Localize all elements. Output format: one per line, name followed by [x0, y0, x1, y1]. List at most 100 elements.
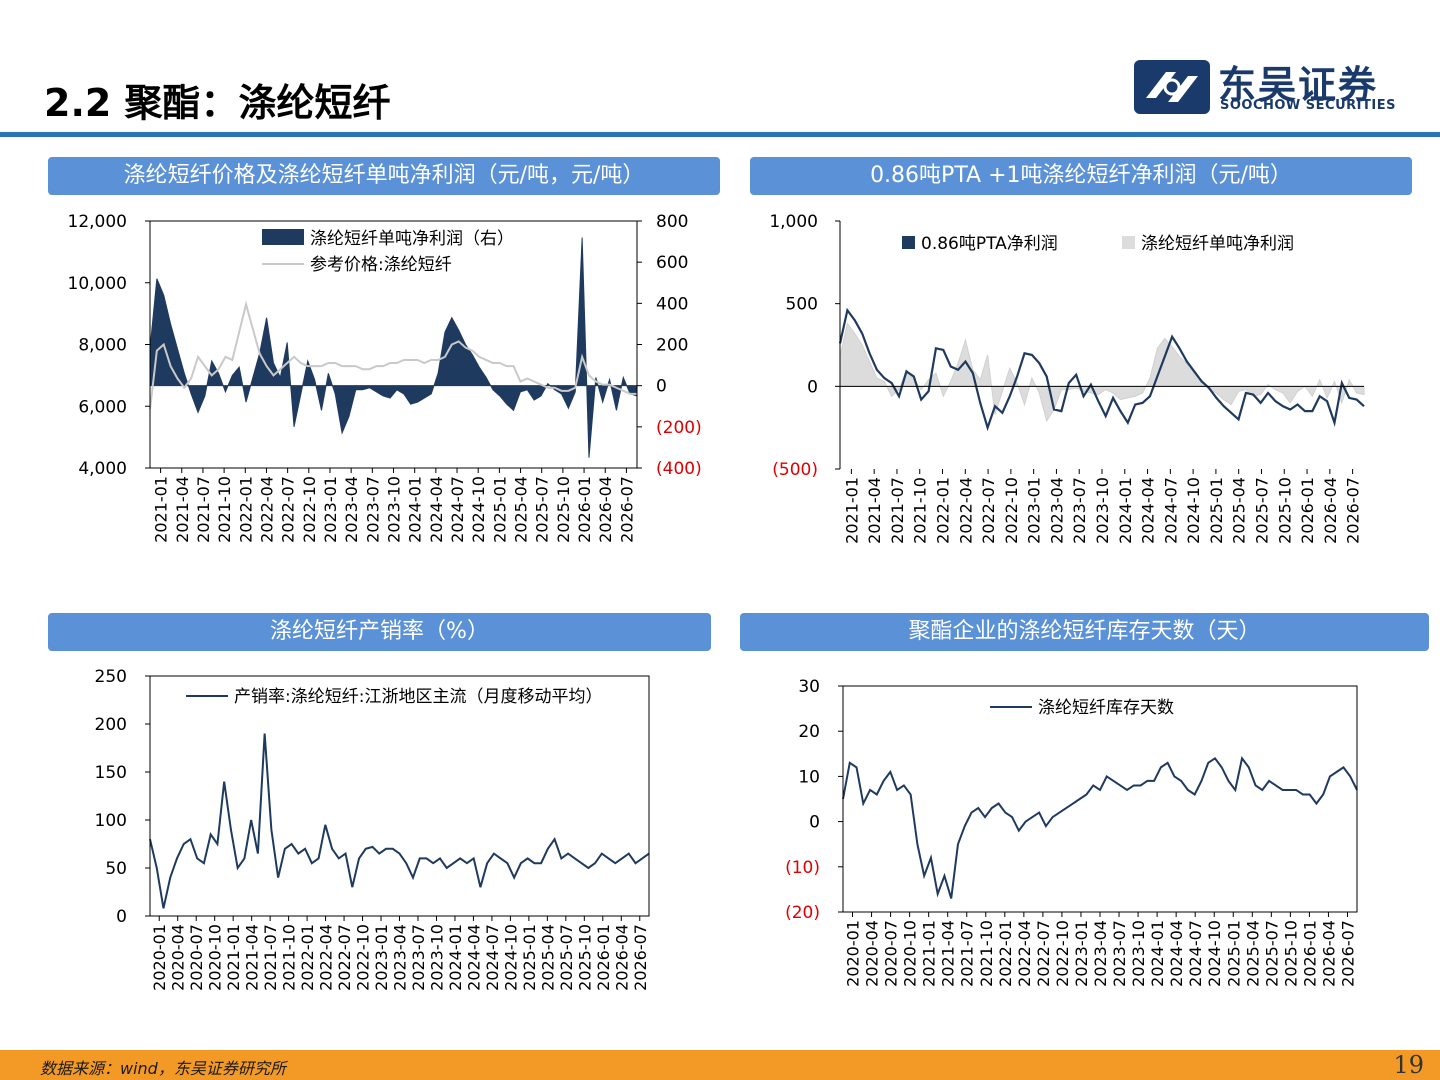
x-tick-label: 2026-04: [612, 924, 631, 991]
x-tick-label: 2021-10: [911, 477, 930, 544]
x-tick-label: 2025-07: [533, 476, 552, 543]
x-tick-label: 2025-01: [490, 476, 509, 543]
legend-inventory-days-label: 涤纶短纤库存天数: [1038, 698, 1174, 718]
x-tick-label: 2025-04: [538, 924, 557, 991]
x-tick-label: 2022-10: [354, 924, 373, 991]
y-tick-label: 10: [798, 767, 820, 787]
y-tick-label: 200: [656, 336, 688, 356]
y-tick-label: 0: [807, 377, 818, 397]
reference-price-line: [149, 300, 637, 410]
x-tick-label: 2023-07: [363, 476, 382, 543]
x-tick-label: 2026-01: [1300, 920, 1319, 987]
x-tick-label: 2022-04: [317, 924, 336, 991]
x-tick-label: 2024-04: [1167, 920, 1186, 987]
legend-net-profit-swatch: [262, 229, 304, 245]
x-tick-label: 2024-01: [1148, 920, 1167, 987]
x-tick-label: 2022-07: [1034, 920, 1053, 987]
y-tick-label: 0: [656, 377, 667, 397]
x-tick-label: 2021-04: [243, 924, 262, 991]
x-tick-label: 2021-04: [173, 476, 192, 543]
panel-title-3: 涤纶短纤产销率（%）: [48, 613, 711, 651]
x-tick-label: 2022-07: [279, 476, 298, 543]
x-tick-label: 2020-01: [844, 920, 863, 987]
legend-pta-profit-label: 0.86吨PTA净利润: [921, 234, 1058, 254]
x-tick-label: 2021-07: [194, 476, 213, 543]
x-tick-label: 2025-07: [1262, 920, 1281, 987]
data-source: 数据来源：wind，东吴证券研究所: [40, 1059, 286, 1078]
x-tick-label: 2025-04: [1243, 920, 1262, 987]
x-tick-label: 2022-01: [236, 476, 255, 543]
x-tick-label: 2025-01: [520, 924, 539, 991]
x-tick-label: 2022-01: [934, 477, 953, 544]
x-tick-label: 2024-10: [1184, 477, 1203, 544]
y-tick-label: 6,000: [78, 397, 127, 417]
x-tick-label: 2022-01: [298, 924, 317, 991]
header-rule: [0, 132, 1440, 137]
x-tick-label: 2020-04: [863, 920, 882, 987]
y-tick-label: (500): [772, 460, 818, 480]
x-tick-label: 2026-04: [1319, 920, 1338, 987]
inventory-days-line: [842, 755, 1358, 899]
plot-frame: [842, 685, 1358, 913]
x-tick-label: 2026-07: [617, 476, 636, 543]
y-tick-label: 800: [656, 212, 688, 232]
x-tick-label: 2023-01: [1025, 477, 1044, 544]
x-tick-label: 2024-10: [501, 924, 520, 991]
y-tick-label: 200: [95, 715, 127, 735]
y-tick-label: (400): [656, 459, 702, 479]
x-tick-label: 2025-04: [512, 476, 531, 543]
x-tick-label: 2025-10: [1281, 920, 1300, 987]
y-tick-label: 500: [786, 295, 818, 315]
legend-production-sales-label: 产销率:涤纶短纤:江浙地区主流（月度移动平均）: [234, 687, 602, 707]
y-tick-label: 30: [798, 677, 820, 697]
x-tick-label: 2021-07: [958, 920, 977, 987]
legend-fiber-profit-label: 涤纶短纤单吨净利润: [1141, 234, 1294, 254]
x-tick-label: 2022-04: [257, 476, 276, 543]
y-tick-label: 1,000: [769, 212, 818, 232]
x-tick-label: 2023-01: [321, 476, 340, 543]
x-tick-label: 2021-04: [939, 920, 958, 987]
pta-profit-series: [838, 307, 1365, 432]
panel-title-4: 聚酯企业的涤纶短纤库存天数（天）: [740, 613, 1429, 651]
x-tick-label: 2023-10: [1129, 920, 1148, 987]
x-tick-label: 2020-10: [901, 920, 920, 987]
x-tick-label: 2025-04: [1230, 477, 1249, 544]
legend-net-profit-label: 涤纶短纤单吨净利润（右）: [310, 229, 514, 249]
y-tick-label: (10): [785, 858, 820, 878]
x-tick-label: 2026-01: [575, 476, 594, 543]
x-tick-label: 2026-04: [596, 476, 615, 543]
y-tick-label: 20: [798, 722, 820, 742]
x-tick-label: 2026-04: [1321, 477, 1340, 544]
x-tick-label: 2024-04: [464, 924, 483, 991]
y-tick-label: 100: [95, 811, 127, 831]
x-tick-label: 2025-10: [1275, 477, 1294, 544]
x-tick-label: 2022-10: [1002, 477, 1021, 544]
x-tick-label: 2021-07: [261, 924, 280, 991]
x-tick-label: 2020-10: [206, 924, 225, 991]
x-tick-label: 2021-01: [152, 476, 171, 543]
x-tick-label: 2024-04: [427, 476, 446, 543]
x-tick-label: 2025-07: [557, 924, 576, 991]
x-tick-label: 2026-07: [631, 924, 650, 991]
x-tick-label: 2021-10: [280, 924, 299, 991]
x-tick-label: 2020-04: [169, 924, 188, 991]
x-tick-label: 2025-10: [554, 476, 573, 543]
x-tick-label: 2025-07: [1252, 477, 1271, 544]
x-tick-label: 2024-07: [1161, 477, 1180, 544]
x-tick-label: 2025-01: [1207, 477, 1226, 544]
x-tick-label: 2021-10: [215, 476, 234, 543]
x-tick-label: 2023-04: [1047, 477, 1066, 544]
x-tick-label: 2023-07: [1110, 920, 1129, 987]
panel-title-2: 0.86吨PTA +1吨涤纶短纤净利润（元/吨）: [750, 157, 1412, 195]
inventory-days-chart: 30 20 10 0 (10) (20) 2020-01 2020-04 2020-07 2020…: [785, 677, 1358, 987]
y-tick-label: 0: [116, 907, 127, 927]
x-tick-label: 2020-01: [150, 924, 169, 991]
x-tick-label: 2023-04: [1091, 920, 1110, 987]
footer-bar: 数据来源：wind，东吴证券研究所 19: [0, 1050, 1440, 1080]
page-number: 19: [1393, 1051, 1424, 1079]
x-tick-label: 2021-04: [865, 477, 884, 544]
y-tick-label: (20): [785, 903, 820, 923]
y-tick-label: 0: [809, 813, 820, 833]
y-tick-label: 400: [656, 294, 688, 314]
y-tick-label: 4,000: [78, 459, 127, 479]
